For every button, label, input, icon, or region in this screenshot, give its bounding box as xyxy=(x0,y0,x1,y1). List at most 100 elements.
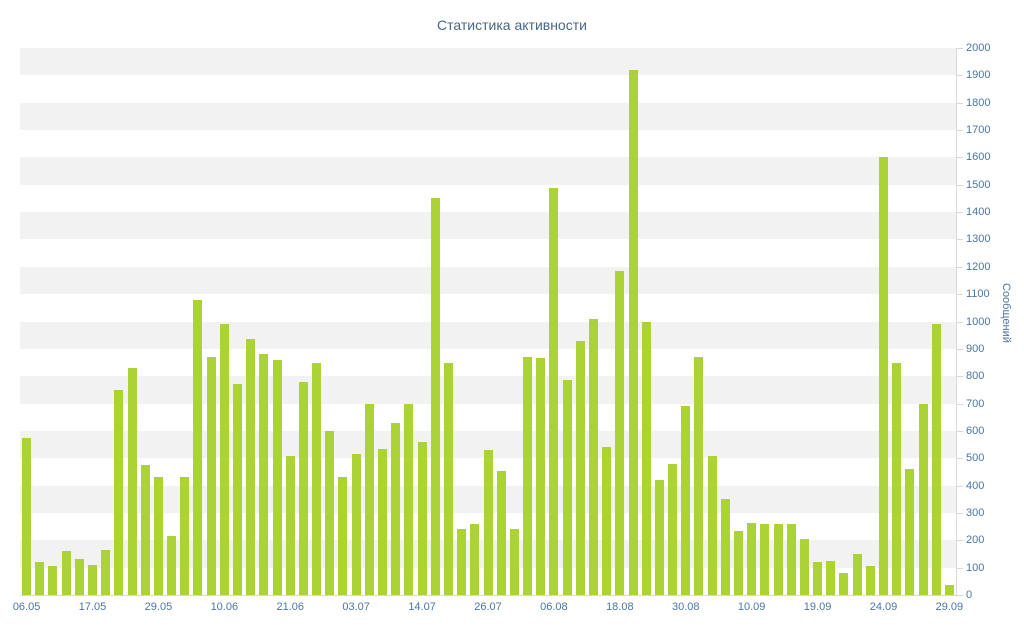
y-tick-mark xyxy=(957,102,963,104)
bar[interactable] xyxy=(114,389,124,595)
bar[interactable] xyxy=(48,566,58,595)
bar[interactable] xyxy=(694,357,704,595)
y-tick-label: 500 xyxy=(966,452,985,465)
x-tick-label: 18.08 xyxy=(606,601,634,613)
bar[interactable] xyxy=(193,299,203,595)
bar[interactable] xyxy=(641,321,651,595)
plot-band xyxy=(20,48,956,76)
y-tick-mark xyxy=(957,294,963,296)
bar[interactable] xyxy=(773,523,783,595)
bar[interactable] xyxy=(760,523,770,595)
bar[interactable] xyxy=(312,362,322,595)
bar[interactable] xyxy=(509,529,519,595)
bar[interactable] xyxy=(470,523,480,595)
bar[interactable] xyxy=(615,270,625,595)
bar[interactable] xyxy=(905,469,915,595)
y-tick-label: 1600 xyxy=(966,151,991,164)
bar[interactable] xyxy=(707,455,717,595)
bar[interactable] xyxy=(101,549,111,595)
y-tick-label: 1300 xyxy=(966,233,991,246)
bar[interactable] xyxy=(483,450,493,595)
bar[interactable] xyxy=(549,187,559,595)
y-tick-label: 1700 xyxy=(966,124,991,137)
bar[interactable] xyxy=(153,477,163,595)
bar[interactable] xyxy=(88,564,97,595)
bar[interactable] xyxy=(747,522,757,595)
bar[interactable] xyxy=(206,357,216,595)
bar[interactable] xyxy=(246,339,256,595)
bar[interactable] xyxy=(826,560,836,595)
plot-band xyxy=(20,157,956,185)
bar[interactable] xyxy=(325,430,335,595)
bar[interactable] xyxy=(61,551,71,595)
bar[interactable] xyxy=(74,559,84,595)
bar[interactable] xyxy=(681,406,691,595)
y-tick-mark xyxy=(957,512,963,514)
bar[interactable] xyxy=(180,477,190,595)
bar[interactable] xyxy=(813,562,823,595)
bar[interactable] xyxy=(404,403,414,595)
bar[interactable] xyxy=(944,585,954,595)
y-tick-mark xyxy=(957,595,963,596)
bar[interactable] xyxy=(364,403,374,595)
plot-area xyxy=(20,48,957,596)
bar[interactable] xyxy=(127,368,137,595)
bar[interactable] xyxy=(628,69,638,595)
bar[interactable] xyxy=(852,553,862,595)
bar[interactable] xyxy=(338,477,348,595)
bar[interactable] xyxy=(654,480,664,595)
y-tick-label: 1500 xyxy=(966,178,991,191)
bar[interactable] xyxy=(588,318,598,595)
x-tick-label: 17.05 xyxy=(78,601,107,613)
bar[interactable] xyxy=(457,529,467,595)
y-tick-mark xyxy=(957,130,963,132)
bar[interactable] xyxy=(298,381,308,595)
bar[interactable] xyxy=(285,455,295,595)
bar[interactable] xyxy=(786,523,796,595)
bar[interactable] xyxy=(496,470,506,595)
bar[interactable] xyxy=(430,198,440,595)
y-tick-mark xyxy=(957,485,963,487)
bar[interactable] xyxy=(378,448,388,595)
bar[interactable] xyxy=(140,465,150,595)
bar[interactable] xyxy=(35,562,45,595)
bar[interactable] xyxy=(259,354,269,595)
bar[interactable] xyxy=(351,454,361,595)
bar[interactable] xyxy=(602,447,612,595)
x-tick-label: 10.09 xyxy=(737,601,766,613)
bar[interactable] xyxy=(233,384,243,595)
x-tick-label: 10.06 xyxy=(210,601,239,613)
bar[interactable] xyxy=(878,157,888,595)
y-tick-mark xyxy=(957,75,963,77)
bar[interactable] xyxy=(931,324,941,595)
bar[interactable] xyxy=(575,340,585,595)
bar[interactable] xyxy=(443,362,453,595)
bar[interactable] xyxy=(562,380,572,595)
bar[interactable] xyxy=(733,530,743,595)
y-tick-label: 300 xyxy=(966,506,985,519)
x-tick-label: 19.09 xyxy=(803,601,832,613)
plot-band xyxy=(20,321,956,349)
bar[interactable] xyxy=(865,566,875,595)
y-tick-mark xyxy=(957,321,963,323)
y-tick-label: 600 xyxy=(966,424,985,437)
bar[interactable] xyxy=(391,422,401,595)
bar[interactable] xyxy=(536,358,546,595)
y-tick-mark xyxy=(957,157,963,159)
x-tick-label: 26.07 xyxy=(474,601,502,613)
bar[interactable] xyxy=(272,359,282,595)
bar[interactable] xyxy=(219,324,229,595)
bar[interactable] xyxy=(22,437,32,595)
x-tick-label: 30.08 xyxy=(671,601,700,613)
bar[interactable] xyxy=(668,463,678,595)
bar[interactable] xyxy=(167,536,177,595)
bar[interactable] xyxy=(417,441,427,595)
bar[interactable] xyxy=(918,403,928,595)
bar[interactable] xyxy=(892,362,902,595)
bar[interactable] xyxy=(799,538,809,595)
y-tick-label: 700 xyxy=(966,397,985,410)
bar[interactable] xyxy=(720,499,730,595)
chart-title: Статистика активности xyxy=(437,17,587,33)
bar[interactable] xyxy=(839,573,849,595)
bar[interactable] xyxy=(523,357,533,595)
